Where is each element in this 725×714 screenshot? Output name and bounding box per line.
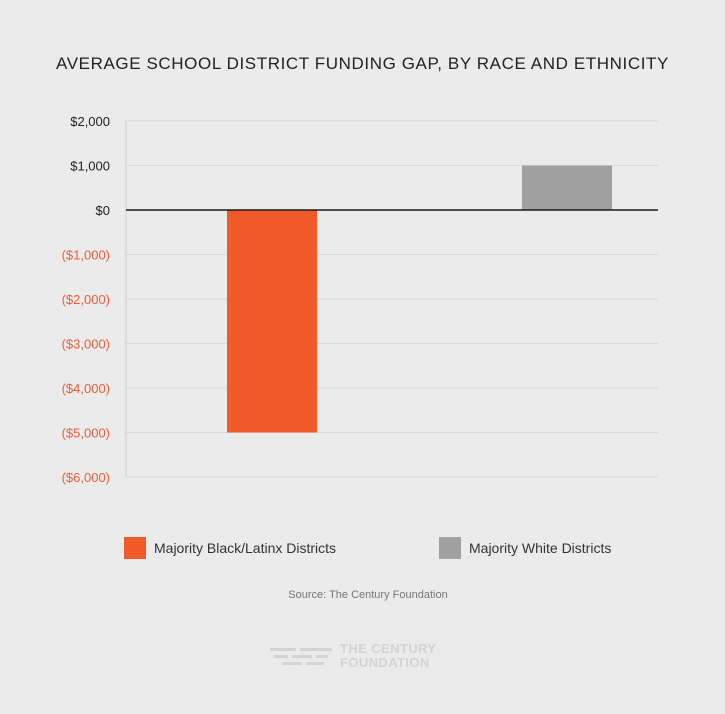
y-tick-label: $1,000 [70,159,110,174]
logo-line-1: THE CENTURY [340,641,437,656]
bar-chart: $2,000 $1,000 $0 ($1,000) ($2,000) ($3,000) ($… [62,114,658,485]
century-foundation-logo: THE CENTURY FOUNDATION [270,641,436,671]
y-tick-label: ($6,000) [62,470,110,485]
y-tick-label: ($4,000) [62,381,110,396]
legend-swatch-black-latinx [124,537,146,559]
source-note: Source: The Century Foundation [288,589,448,601]
y-tick-label: ($2,000) [62,292,110,307]
legend-item-black-latinx: Majority Black/Latinx Districts [124,537,336,559]
logo-text: THE CENTURY FOUNDATION [340,642,436,670]
legend-label-white: Majority White Districts [469,540,612,556]
y-tick-label: ($5,000) [62,426,110,441]
y-tick-label: ($3,000) [62,337,110,352]
legend-label-black-latinx: Majority Black/Latinx Districts [154,540,337,556]
y-tick-label: $2,000 [70,114,110,129]
bar-white [522,165,612,210]
century-foundation-logo-icon [270,648,332,665]
legend-item-white: Majority White Districts [439,537,611,559]
y-tick-label: $0 [96,203,110,218]
legend-swatch-white [439,537,461,559]
logo-line-2: FOUNDATION [340,655,430,670]
y-tick-label: ($1,000) [62,248,110,263]
chart-title: AVERAGE SCHOOL DISTRICT FUNDING GAP, BY … [56,54,669,73]
bar-black-latinx [227,210,317,433]
